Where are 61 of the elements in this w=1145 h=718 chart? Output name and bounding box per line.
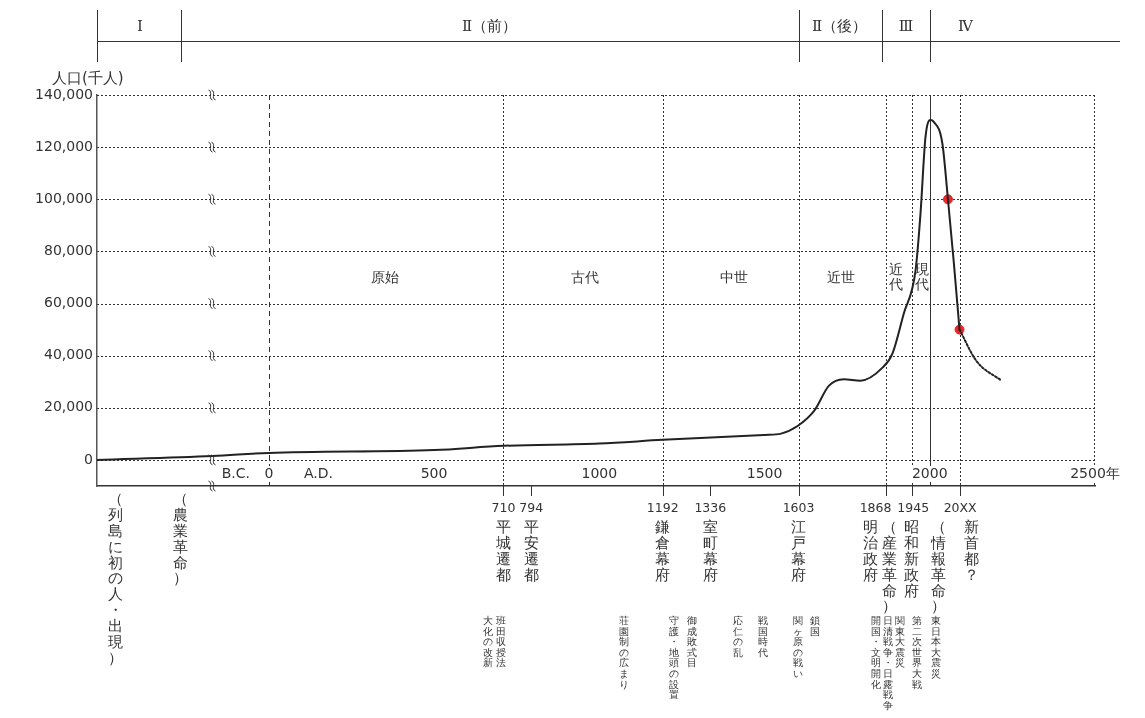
annotation: 中世: [719, 269, 748, 286]
text: 1868: [859, 500, 892, 515]
text: 班田収授法: [495, 615, 506, 669]
text: 関ヶ原の戦い: [792, 615, 803, 680]
text: 日清戦争・日露戦争: [883, 615, 894, 711]
x-tick-label: 0: [264, 464, 274, 481]
text: 新首都？: [963, 518, 979, 584]
x-tick-label: 500: [420, 464, 448, 481]
text: 1336: [694, 500, 727, 515]
text: 平安遷都: [523, 518, 539, 584]
text: 開国・文明開化: [870, 615, 881, 691]
text: 大化の改新: [482, 615, 493, 669]
y-tick-label: 0: [84, 450, 93, 467]
y-tick-label: 80,000: [44, 242, 93, 259]
x-tick-label: A.D.: [303, 464, 333, 481]
text: Ⅱ（前）: [461, 17, 518, 35]
annotation: 古代: [570, 269, 599, 286]
text: Ⅰ: [136, 17, 143, 35]
annotation: 近世: [826, 269, 855, 286]
x-tick-label: B.C.: [221, 464, 250, 481]
text: 関東大震災: [895, 615, 906, 669]
text: 昭和新政府: [904, 518, 920, 600]
annotation: 近代: [889, 261, 904, 293]
text: 第二次世界大戦: [912, 615, 923, 691]
y-tick-label: 60,000: [44, 294, 93, 311]
text: 1603: [782, 500, 815, 515]
text: 明治政府: [863, 518, 879, 584]
text: Ⅲ: [898, 17, 914, 35]
y-tick-label: 40,000: [44, 346, 93, 363]
text: 1945: [897, 500, 930, 515]
text: 鎖国: [809, 615, 820, 638]
x-tick-label: 2500年: [1070, 464, 1120, 481]
text: （農業革命）: [173, 490, 189, 588]
text: 御成敗式目: [686, 615, 697, 669]
x-tick-label: 2000: [911, 464, 948, 481]
text: 鎌倉幕府: [655, 518, 671, 584]
text: Ⅳ: [957, 17, 973, 35]
text: Ⅱ（後）: [811, 17, 868, 35]
text: 江戸幕府: [791, 518, 807, 584]
text: （産業革命）: [881, 518, 897, 616]
text: 戦国時代: [757, 615, 768, 659]
y-tick-label: 20,000: [44, 398, 93, 415]
text: 荘園制の広まり: [618, 615, 629, 691]
text: （列島に初の人・出現）: [108, 490, 124, 667]
text: 東日本大震災: [931, 615, 942, 680]
text: 守護・地頭の設置: [668, 615, 679, 701]
text: 794: [519, 500, 544, 515]
text: 1192: [646, 500, 679, 515]
text: 室町幕府: [702, 518, 718, 584]
x-tick-label: 1500: [746, 464, 783, 481]
annotation: 原始: [370, 269, 399, 286]
text: 710: [491, 500, 516, 515]
text: 応仁の乱: [732, 615, 743, 659]
y-axis-title: 人口(千人): [52, 69, 124, 87]
y-tick-label: 100,000: [35, 189, 93, 206]
text: （情報革命）: [931, 518, 947, 616]
text: 平城遷都: [495, 518, 511, 584]
x-tick-label: 1000: [581, 464, 618, 481]
text: 20XX: [943, 500, 977, 515]
y-tick-label: 140,000: [35, 85, 93, 102]
y-tick-label: 120,000: [35, 137, 93, 154]
